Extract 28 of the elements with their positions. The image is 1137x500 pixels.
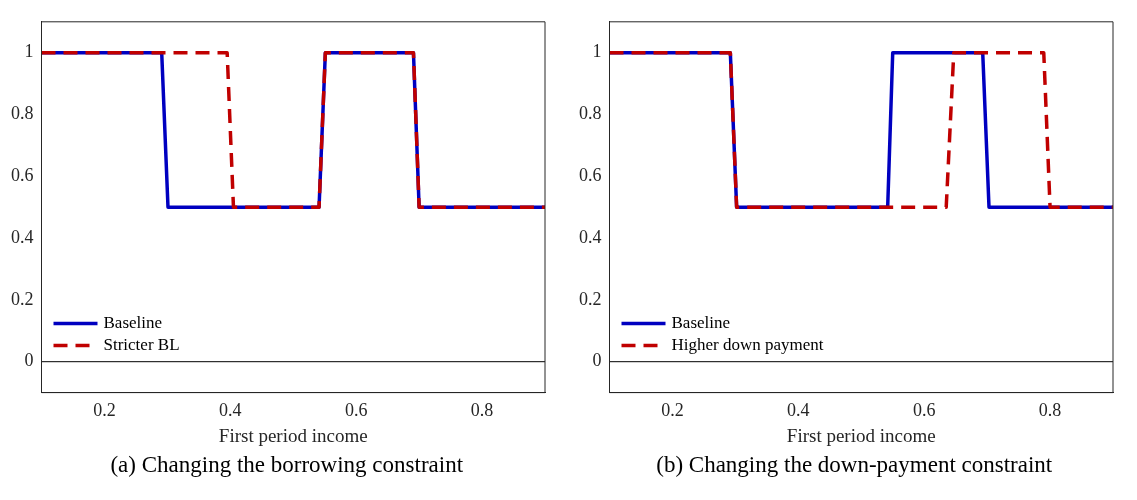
x-tick-label: 0.6 xyxy=(912,400,935,421)
y-tick-label: 0.6 xyxy=(578,165,601,186)
x-tick-label: 0.2 xyxy=(660,400,684,421)
y-tick-label: 1 xyxy=(24,41,34,62)
x-tick-label: 0.6 xyxy=(344,400,368,421)
x-tick-label: 0.4 xyxy=(786,400,810,421)
x-tick-label: 0.4 xyxy=(219,400,242,421)
legend-label: Baseline xyxy=(671,313,730,333)
legend-label: Higher down payment xyxy=(671,335,824,355)
y-tick-label: 0 xyxy=(592,350,601,371)
x-axis-title: First period income xyxy=(218,424,368,446)
y-tick-label: 0 xyxy=(24,350,34,371)
text: (a) Changing the borrowing constraint xyxy=(109,452,465,478)
y-tick-label: 0.8 xyxy=(578,103,601,124)
x-tick-label: 0.8 xyxy=(1038,400,1061,421)
x-axis-title: First period income xyxy=(786,424,936,446)
y-tick-label: 0.4 xyxy=(578,226,601,247)
x-tick-label: 0.2 xyxy=(93,400,116,421)
y-tick-label: 0.8 xyxy=(11,103,34,124)
y-tick-label: 0.2 xyxy=(578,288,601,309)
y-tick-label: 0.2 xyxy=(11,288,34,309)
y-tick-label: 1 xyxy=(592,41,601,62)
legend-label: Stricter BL xyxy=(103,335,180,355)
y-tick-label: 0.6 xyxy=(11,165,34,186)
y-tick-label: 0.4 xyxy=(11,226,34,247)
text: (b) Changing the down-payment constraint xyxy=(655,452,1054,478)
x-tick-label: 0.8 xyxy=(470,400,494,421)
legend-label: Baseline xyxy=(103,313,163,333)
